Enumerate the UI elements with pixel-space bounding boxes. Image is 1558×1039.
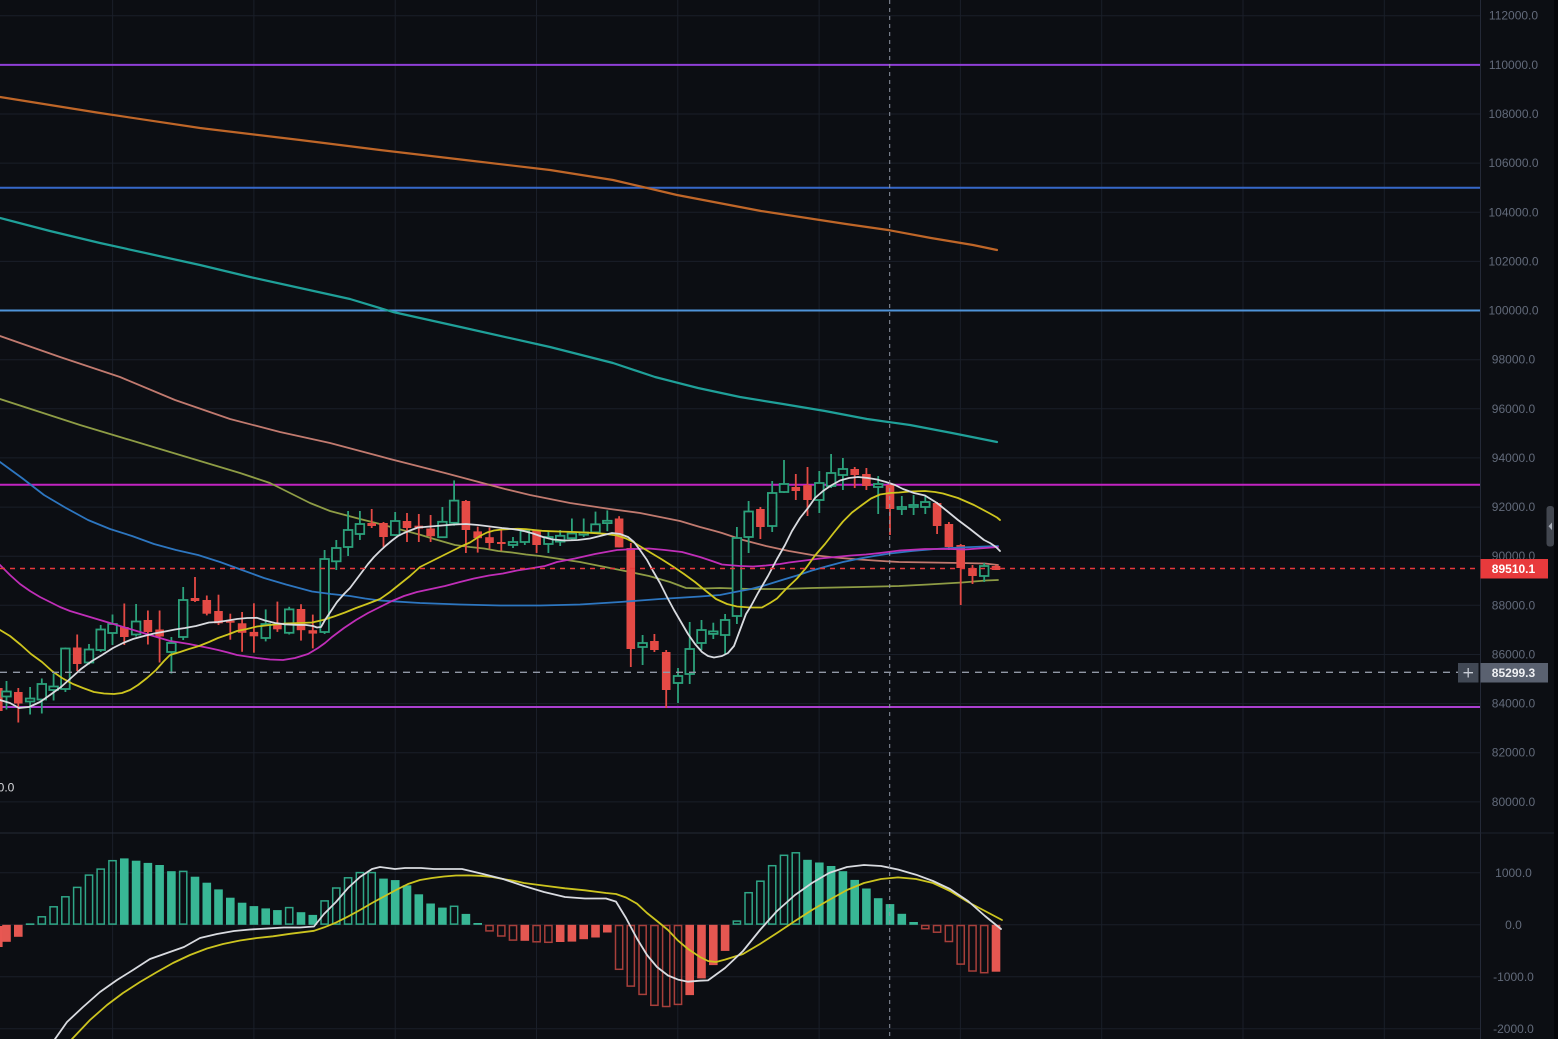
svg-text:84000.0: 84000.0 xyxy=(1492,697,1536,711)
svg-text:108000.0: 108000.0 xyxy=(1488,107,1538,121)
svg-text:85299.3: 85299.3 xyxy=(1492,666,1536,680)
svg-text:92000.0: 92000.0 xyxy=(1492,500,1536,514)
svg-text:0.0: 0.0 xyxy=(1505,918,1522,932)
svg-text:104000.0: 104000.0 xyxy=(1488,205,1538,219)
svg-text:98000.0: 98000.0 xyxy=(1492,353,1536,367)
svg-text:94000.0: 94000.0 xyxy=(1492,451,1536,465)
svg-text:86000.0: 86000.0 xyxy=(1492,648,1536,662)
svg-text:1000.0: 1000.0 xyxy=(1495,866,1532,880)
svg-text:88000.0: 88000.0 xyxy=(1492,598,1536,612)
svg-text:100000.0: 100000.0 xyxy=(1488,304,1538,318)
svg-text:89510.1: 89510.1 xyxy=(1492,562,1536,576)
svg-text:102000.0: 102000.0 xyxy=(1488,254,1538,268)
svg-text:82000.0: 82000.0 xyxy=(1492,746,1536,760)
svg-text:112000.0: 112000.0 xyxy=(1489,9,1538,23)
svg-text:-1000.0: -1000.0 xyxy=(1493,970,1534,984)
svg-text:106000.0: 106000.0 xyxy=(1488,156,1538,170)
svg-text:00.0: 00.0 xyxy=(0,781,15,795)
svg-text:96000.0: 96000.0 xyxy=(1492,402,1536,416)
svg-text:110000.0: 110000.0 xyxy=(1489,58,1538,72)
svg-text:80000.0: 80000.0 xyxy=(1492,795,1536,809)
svg-text:-2000.0: -2000.0 xyxy=(1493,1022,1534,1036)
